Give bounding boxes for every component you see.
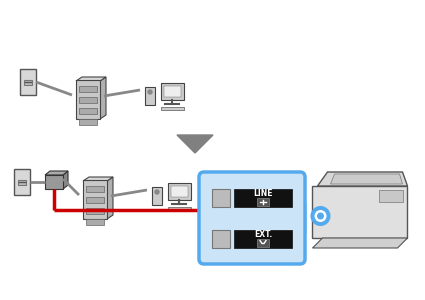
FancyBboxPatch shape (79, 119, 97, 125)
FancyBboxPatch shape (312, 186, 408, 238)
FancyBboxPatch shape (212, 230, 230, 247)
FancyBboxPatch shape (234, 230, 292, 247)
Polygon shape (83, 177, 113, 181)
Circle shape (148, 90, 152, 94)
Polygon shape (177, 135, 213, 153)
FancyBboxPatch shape (152, 187, 162, 205)
Circle shape (312, 207, 329, 225)
FancyBboxPatch shape (161, 107, 184, 110)
Text: EXT.: EXT. (254, 230, 272, 239)
FancyBboxPatch shape (20, 69, 36, 95)
FancyBboxPatch shape (257, 238, 269, 247)
FancyBboxPatch shape (216, 235, 226, 242)
Circle shape (155, 190, 159, 194)
FancyBboxPatch shape (145, 87, 155, 105)
FancyBboxPatch shape (76, 80, 100, 119)
FancyBboxPatch shape (45, 175, 63, 189)
FancyBboxPatch shape (14, 169, 30, 195)
Polygon shape (63, 171, 68, 189)
FancyBboxPatch shape (24, 80, 32, 85)
Polygon shape (45, 171, 68, 175)
FancyBboxPatch shape (234, 188, 292, 206)
Text: LINE: LINE (253, 189, 273, 198)
FancyBboxPatch shape (86, 186, 104, 192)
FancyBboxPatch shape (168, 183, 191, 200)
Polygon shape (331, 174, 402, 184)
FancyBboxPatch shape (212, 188, 230, 206)
FancyBboxPatch shape (216, 194, 226, 202)
FancyBboxPatch shape (79, 86, 97, 92)
Circle shape (317, 212, 324, 220)
FancyBboxPatch shape (168, 207, 191, 210)
FancyBboxPatch shape (218, 202, 224, 206)
FancyBboxPatch shape (164, 86, 181, 97)
FancyBboxPatch shape (218, 242, 224, 247)
Circle shape (314, 210, 326, 222)
FancyBboxPatch shape (86, 208, 104, 214)
FancyBboxPatch shape (257, 197, 269, 206)
Polygon shape (317, 172, 408, 186)
Polygon shape (312, 238, 408, 248)
FancyBboxPatch shape (161, 83, 184, 100)
Polygon shape (100, 77, 106, 119)
Polygon shape (76, 77, 106, 81)
Polygon shape (107, 177, 113, 219)
FancyBboxPatch shape (171, 186, 188, 197)
FancyBboxPatch shape (86, 197, 104, 203)
FancyBboxPatch shape (86, 219, 104, 225)
FancyBboxPatch shape (83, 180, 107, 219)
FancyBboxPatch shape (380, 190, 403, 202)
FancyBboxPatch shape (79, 97, 97, 103)
FancyBboxPatch shape (79, 108, 97, 114)
FancyBboxPatch shape (18, 179, 26, 184)
FancyBboxPatch shape (199, 172, 305, 264)
